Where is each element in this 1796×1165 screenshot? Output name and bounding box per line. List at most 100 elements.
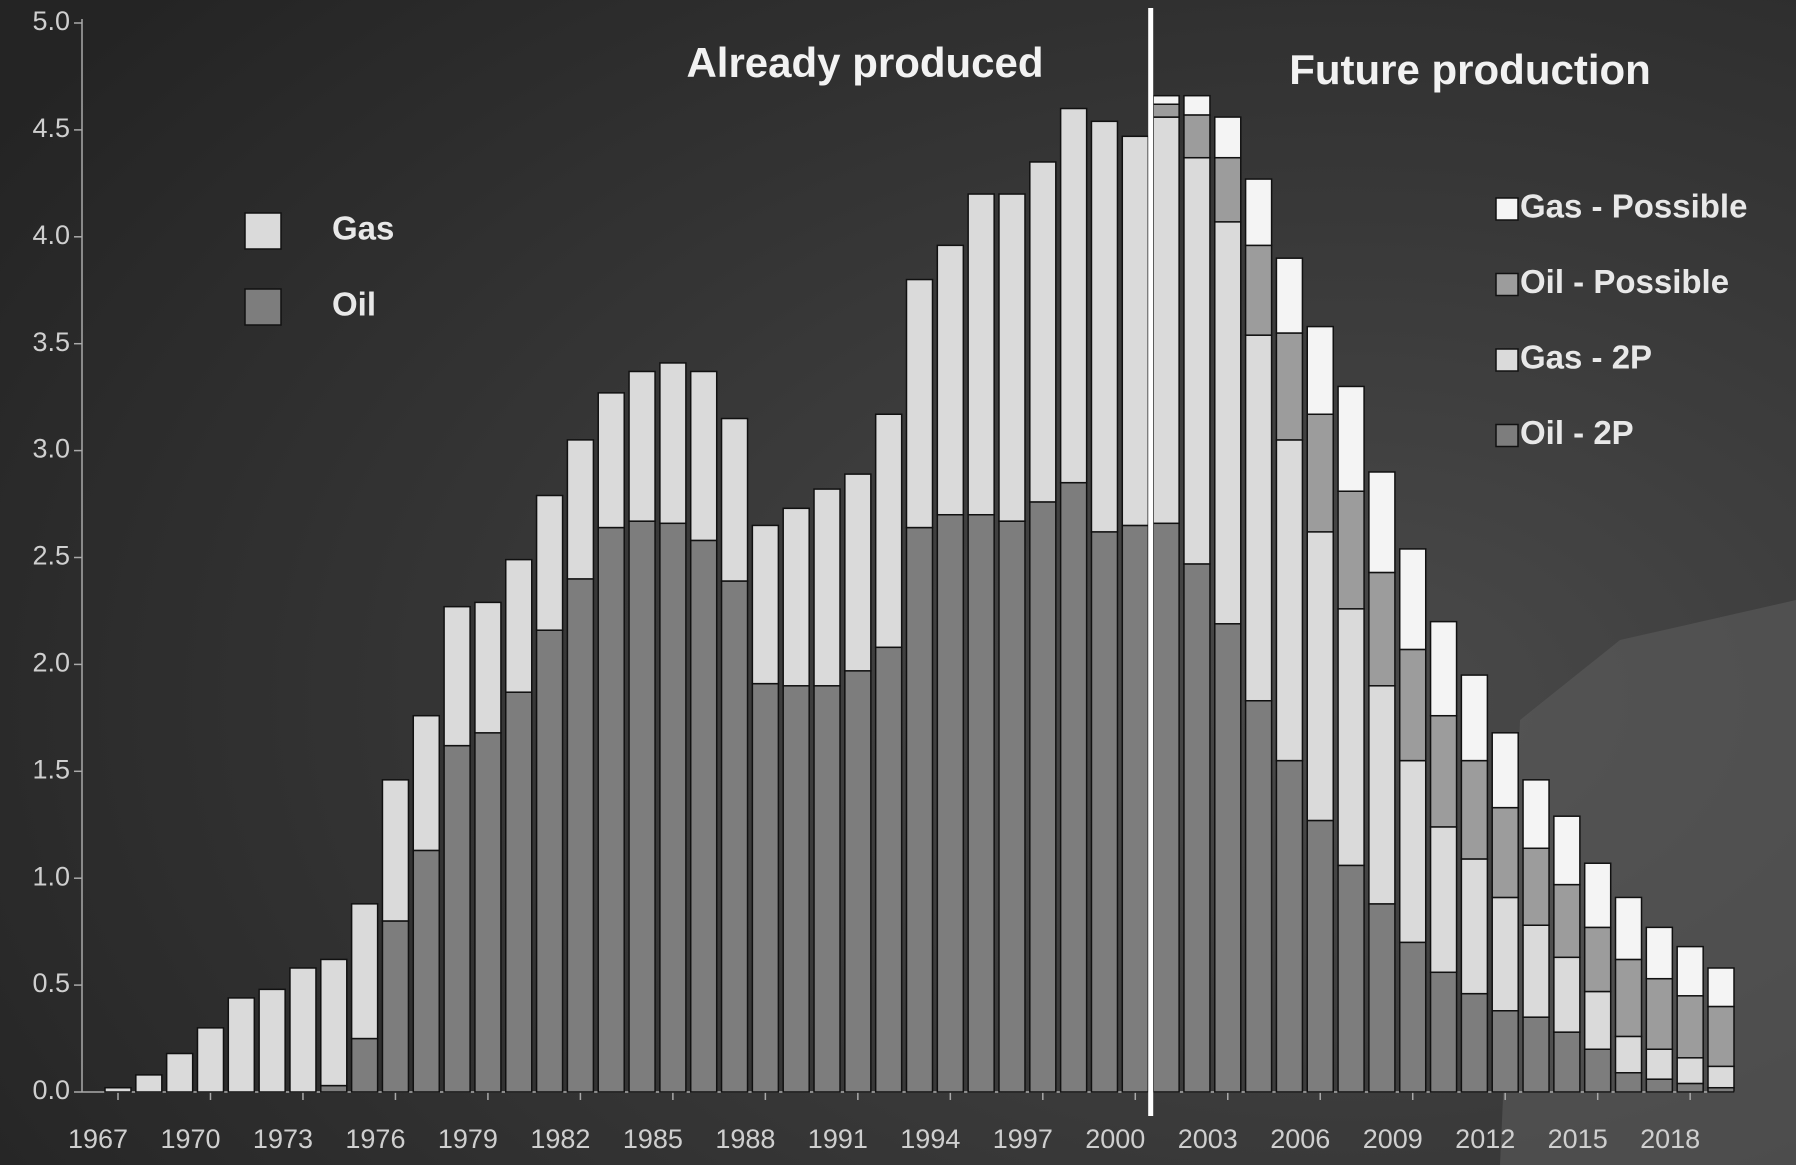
bar-segment	[936, 513, 965, 1093]
bar-segment	[689, 370, 718, 542]
bar-segment	[1583, 926, 1612, 993]
bar-segment	[227, 997, 256, 1093]
bar-segment	[844, 670, 872, 1093]
bar-segment	[1244, 244, 1273, 336]
bar-segment	[1491, 732, 1519, 809]
bar-segment	[289, 967, 317, 1093]
legend-swatch	[1495, 423, 1519, 448]
legend-label: Gas - Possible	[1520, 188, 1747, 225]
bar-segment	[1337, 385, 1365, 492]
bar-segment	[1614, 1072, 1643, 1093]
x-tick-label: 2018	[1640, 1124, 1700, 1154]
bar-segment	[1059, 481, 1088, 1093]
x-tick-label: 1967	[68, 1124, 128, 1154]
bar-segment	[1306, 531, 1334, 822]
bar-segment	[1121, 135, 1150, 527]
legend-label: Oil - 2P	[1520, 414, 1634, 451]
bar-segment	[1152, 103, 1180, 118]
bar-segment	[659, 362, 687, 525]
bar-segment	[566, 439, 595, 580]
bar-segment	[628, 370, 656, 522]
bar-segment	[1368, 903, 1396, 1093]
bar-segment	[1121, 524, 1150, 1093]
bar-segment	[1676, 995, 1704, 1059]
bar-segment	[1553, 956, 1581, 1033]
bar-segment	[443, 605, 471, 747]
bar-segment	[1244, 699, 1273, 1093]
bar-segment	[597, 392, 625, 529]
annotation: Already produced	[686, 39, 1043, 86]
bar-segment	[1614, 958, 1643, 1038]
bar-segment	[1583, 990, 1612, 1050]
bar-segment	[535, 629, 564, 1093]
x-tick-label: 1982	[530, 1124, 590, 1154]
bar-segment	[1491, 1010, 1519, 1093]
bar-segment	[998, 193, 1026, 522]
x-tick-label: 1997	[993, 1124, 1053, 1154]
bar-segment	[1676, 945, 1704, 997]
bar-segment	[1460, 858, 1489, 995]
x-tick-label: 1973	[253, 1124, 313, 1154]
bar-segment	[1337, 864, 1365, 1093]
bar-segment	[1275, 759, 1304, 1093]
x-tick-label: 2003	[1178, 1124, 1238, 1154]
bar-segment	[443, 744, 471, 1093]
bar-segment	[628, 520, 656, 1093]
bar-segment	[1522, 1016, 1550, 1093]
bar-segment	[474, 732, 502, 1093]
y-tick-label: 2.5	[32, 541, 70, 571]
bar-segment	[1214, 116, 1242, 159]
y-tick-label: 3.0	[32, 434, 70, 464]
legend-swatch	[244, 288, 282, 326]
bar-segment	[1553, 1031, 1581, 1093]
bar-segment	[1553, 883, 1581, 959]
annotation: Future production	[1289, 46, 1651, 93]
legend-label: Oil - Possible	[1520, 263, 1729, 300]
bar-segment	[1398, 941, 1427, 1093]
bar-segment	[1152, 94, 1180, 105]
x-tick-label: 2000	[1085, 1124, 1145, 1154]
bar-segment	[320, 1084, 348, 1093]
bar-segment	[874, 646, 903, 1093]
bar-segment	[1429, 971, 1458, 1093]
bar-segment	[1337, 608, 1365, 867]
bar-segment	[1460, 674, 1489, 762]
bar-segment	[659, 522, 687, 1093]
x-tick-label: 1988	[715, 1124, 775, 1154]
bar-segment	[350, 903, 379, 1040]
bar-segment	[1707, 967, 1735, 1008]
bar-segment	[1522, 924, 1550, 1018]
bar-segment	[1398, 759, 1427, 944]
bar-segment	[1583, 862, 1612, 929]
legend-swatch	[1495, 272, 1519, 297]
x-tick-label: 1970	[160, 1124, 220, 1154]
bar-segment	[1090, 531, 1119, 1093]
bar-segment	[1152, 522, 1180, 1093]
bar-segment	[1645, 1078, 1674, 1093]
bar-segment	[474, 601, 502, 734]
legend-swatch	[1495, 348, 1519, 372]
bar-segment	[1214, 156, 1242, 223]
bar-segment	[1183, 114, 1211, 159]
bar-segment	[844, 473, 872, 672]
bar-segment	[1614, 1035, 1643, 1074]
y-tick-label: 0.5	[32, 968, 70, 998]
bar-segment	[412, 714, 441, 852]
bar-segment	[1244, 178, 1273, 247]
y-tick-label: 1.5	[32, 754, 70, 784]
x-tick-label: 1985	[623, 1124, 683, 1154]
bar-segment	[1707, 1065, 1735, 1089]
bar-segment	[320, 958, 348, 1087]
bar-segment	[1460, 992, 1489, 1093]
bar-segment	[936, 244, 965, 516]
bar-segment	[751, 524, 780, 685]
bar-segment	[1645, 926, 1674, 980]
bar-segment	[1583, 1048, 1612, 1093]
bar-segment	[1306, 413, 1334, 533]
x-tick-label: 1991	[808, 1124, 868, 1154]
bar-segment	[1306, 325, 1334, 416]
bar-segment	[1429, 714, 1458, 828]
bar-segment	[1029, 161, 1057, 503]
bar-segment	[104, 1086, 132, 1093]
